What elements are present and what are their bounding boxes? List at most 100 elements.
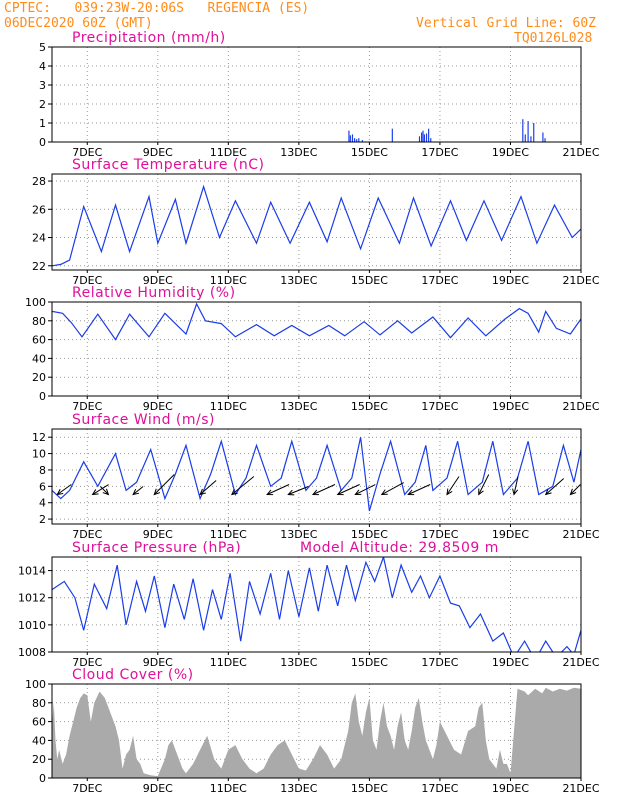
header-location: CPTEC: 039:23W-20:06S REGENCIA (ES) (4, 1, 310, 16)
temperature-xtick-label: 17DEC (421, 274, 458, 287)
precipitation-bar (348, 130, 350, 142)
temperature-panel: 22 24 26 28 7DEC 9DEC 11DEC 13DEC 15DEC 17DEC 19DE… (32, 157, 600, 287)
pressure-ytick-label: 1008 (18, 646, 46, 659)
wind-arrow-shaft (231, 476, 255, 495)
wind-panel: 2 4 6 8 10 12 7DEC 9DEC 11DEC 13DEC 15DEC 17DEC 19DE… (32, 412, 600, 541)
wind-arrow (512, 476, 519, 496)
precipitation-xtick-label: 21DEC (562, 146, 599, 159)
humidity-ytick-label: 80 (32, 315, 46, 328)
humidity-xtick-label: 13DEC (280, 400, 317, 413)
wind-arrow-shaft (199, 480, 217, 495)
wind-arrow-shaft (266, 484, 290, 495)
precipitation-bar (358, 138, 360, 142)
header-vertical-grid: Vertical Grid Line: 60Z (416, 16, 597, 31)
wind-arrow (380, 482, 404, 496)
precipitation-ytick-label: 0 (39, 136, 46, 149)
precipitation-ytick-label: 1 (39, 117, 46, 130)
wind-arrow (569, 484, 581, 496)
precipitation-bar (354, 138, 356, 142)
precipitation-bar (524, 134, 526, 142)
cloud-cover-xtick-label: 9DEC (143, 782, 173, 795)
cloud-cover-ytick-label: 80 (32, 697, 46, 710)
wind-arrow (132, 486, 144, 496)
pressure-xtick-label: 17DEC (421, 656, 458, 669)
wind-ytick-label: 2 (39, 513, 46, 526)
cloud-cover-series (52, 687, 581, 778)
wind-arrow-head (102, 488, 110, 496)
cloud-cover-ytick-label: 60 (32, 716, 46, 729)
temperature-title: Surface Temperature (nC) (72, 157, 265, 173)
wind-arrow-shaft (337, 484, 360, 495)
wind-arrow (199, 480, 217, 496)
pressure-xtick-label: 9DEC (143, 656, 173, 669)
wind-arrow (266, 484, 290, 496)
precipitation-xtick-label: 15DEC (351, 146, 388, 159)
pressure-title: Surface Pressure (hPa) (72, 540, 241, 556)
pressure-xtick-label: 7DEC (72, 656, 102, 669)
wind-arrow-head (132, 488, 140, 496)
wind-series (52, 437, 581, 512)
wind-arrow-head (569, 488, 577, 496)
wind-arrow (478, 474, 490, 496)
temperature-xtick-label: 11DEC (210, 274, 247, 287)
wind-arrow (407, 484, 431, 496)
precipitation-xtick-label: 13DEC (280, 146, 317, 159)
cloud-cover-panel: 0 20 40 60 80 100 7DEC 9DEC 11DEC 13DEC 15DEC 17DEC… (25, 667, 600, 795)
pressure-panel: 1008 1010 1012 1014 7DEC 9DEC 11DEC 13DEC 15DEC 1… (18, 540, 600, 669)
precipitation-xtick-label: 9DEC (143, 146, 173, 159)
temperature-xtick-label: 7DEC (72, 274, 102, 287)
precipitation-bar (542, 132, 544, 142)
wind-arrow-shaft (92, 484, 109, 495)
wind-ytick-label: 6 (39, 480, 46, 493)
wind-arrow (56, 484, 72, 496)
precipitation-bar (421, 132, 423, 142)
wind-xtick-label: 15DEC (351, 528, 388, 541)
temperature-ytick-label: 28 (32, 175, 46, 188)
humidity-frame (51, 301, 582, 397)
wind-ytick-label: 10 (32, 448, 46, 461)
temperature-ytick-label: 22 (32, 260, 46, 273)
wind-arrow-head (407, 489, 415, 496)
wind-arrow (91, 484, 109, 496)
wind-arrow-shaft (446, 476, 460, 495)
wind-arrow (230, 476, 255, 496)
precipitation-xtick-label: 19DEC (492, 146, 529, 159)
wind-arrow-head (380, 489, 388, 496)
temperature-ytick-label: 26 (32, 203, 46, 216)
wind-xtick-label: 19DEC (492, 528, 529, 541)
precipitation-panel: 0 1 2 3 4 5 7DEC 9DEC 11DEC 13DEC 15DEC 17DEC 19DEC 2… (39, 30, 600, 159)
humidity-ytick-label: 40 (32, 352, 46, 365)
pressure-ytick-label: 1010 (18, 619, 46, 632)
temperature-line (52, 184, 581, 267)
humidity-ytick-label: 100 (25, 296, 46, 309)
precipitation-series (348, 119, 546, 142)
precipitation-xtick-label: 11DEC (210, 146, 247, 159)
precipitation-bar (422, 130, 424, 142)
pressure-xtick-label: 19DEC (492, 656, 529, 669)
precipitation-bar (527, 121, 529, 142)
precipitation-title: Precipitation (mm/h) (72, 30, 226, 46)
pressure-ytick-label: 1012 (18, 592, 46, 605)
wind-arrow (153, 474, 175, 496)
precipitation-bar (428, 128, 430, 142)
temperature-xtick-label: 15DEC (351, 274, 388, 287)
precipitation-bar (418, 136, 421, 142)
pressure-xtick-label: 15DEC (351, 656, 388, 669)
cloud-cover-frame (51, 683, 582, 779)
wind-arrow-shaft (478, 474, 490, 495)
wind-arrow-shaft (100, 486, 109, 495)
precipitation-bar (430, 138, 432, 142)
humidity-xtick-label: 9DEC (143, 400, 173, 413)
humidity-xtick-label: 21DEC (562, 400, 599, 413)
cloud-cover-ytick-label: 40 (32, 734, 46, 747)
temperature-series (52, 184, 581, 267)
wind-ytick-label: 12 (32, 431, 46, 444)
wind-arrow (354, 484, 376, 496)
wind-xtick-label: 13DEC (280, 528, 317, 541)
cloud-cover-xtick-label: 17DEC (421, 782, 458, 795)
wind-frame (51, 428, 582, 525)
pressure-line (52, 557, 581, 652)
wind-xtick-label: 9DEC (143, 528, 173, 541)
precipitation-bar (349, 135, 351, 142)
wind-arrow-shaft (407, 484, 431, 495)
